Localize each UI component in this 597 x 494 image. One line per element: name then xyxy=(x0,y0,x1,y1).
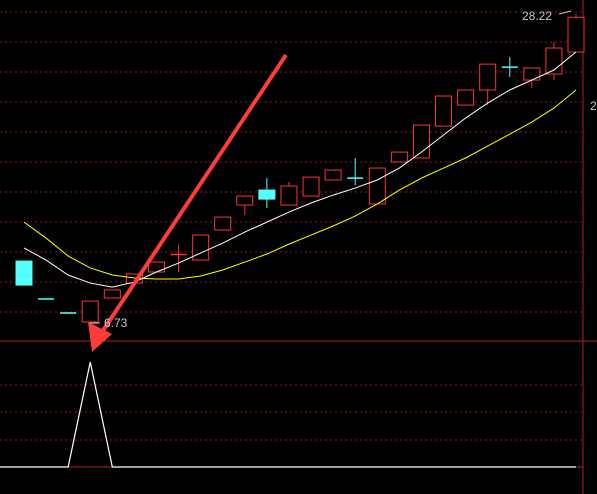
candle-body xyxy=(280,185,298,206)
candle-body xyxy=(302,176,320,197)
plot-area xyxy=(0,14,585,468)
candle-body xyxy=(214,216,232,231)
moving-average-line xyxy=(23,89,577,280)
candle-body xyxy=(479,63,497,91)
high-pointer xyxy=(558,10,572,15)
candle-body xyxy=(258,189,276,200)
candle-body xyxy=(15,260,33,286)
candle-body xyxy=(545,47,563,75)
indicator-line xyxy=(0,361,576,468)
moving-average-line xyxy=(23,51,577,288)
candle-body xyxy=(192,234,210,261)
candle-body xyxy=(390,151,408,163)
candle-body xyxy=(368,167,386,205)
candle-body xyxy=(324,169,342,181)
arrow-shaft xyxy=(98,53,288,337)
candle-body xyxy=(523,67,541,81)
high-label: 28.22 xyxy=(522,9,552,23)
candle-body xyxy=(435,95,453,127)
candle-body xyxy=(147,261,165,273)
candle-body xyxy=(81,300,99,323)
low-label: 6.73 xyxy=(104,316,128,330)
arrow-head xyxy=(88,322,112,352)
edge-price-label: 2 xyxy=(590,99,597,113)
candle-body xyxy=(412,124,430,159)
candle-body xyxy=(103,289,121,299)
candle-body xyxy=(457,89,475,106)
candle-body xyxy=(567,16,585,53)
candle-body xyxy=(236,195,254,206)
